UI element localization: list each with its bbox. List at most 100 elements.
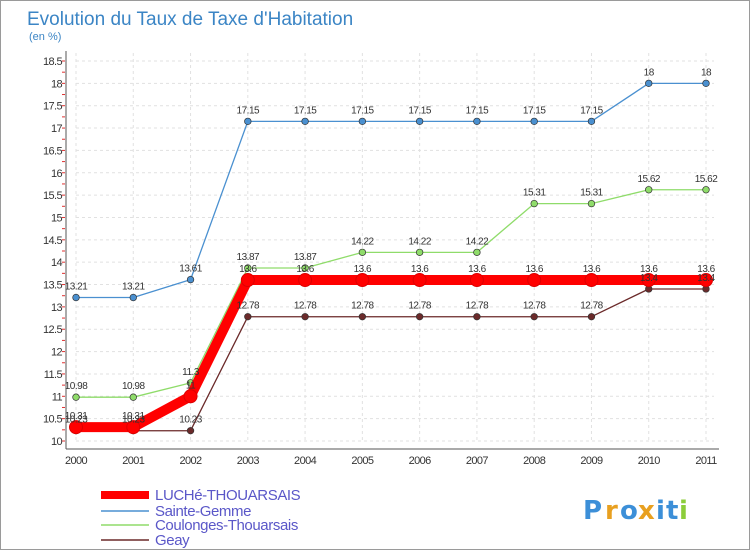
data-label: 13.21: [122, 281, 145, 292]
data-label: 13.6: [583, 264, 601, 275]
x-tick-label: 2006: [409, 455, 432, 467]
data-label: 14.22: [408, 236, 431, 247]
y-tick-label: 17.5: [43, 101, 62, 113]
data-point: [527, 273, 542, 288]
data-point: [473, 248, 481, 256]
y-tick-label: 14: [51, 257, 63, 269]
data-label: 12.78: [294, 301, 317, 312]
data-label: 18: [644, 67, 655, 78]
data-label: 17.15: [351, 105, 374, 116]
data-point: [699, 273, 713, 288]
data-label: 17.15: [408, 105, 431, 116]
y-tick-label: 16.5: [43, 145, 62, 157]
data-label: 17.15: [466, 105, 489, 116]
data-label: 13.87: [294, 252, 317, 263]
y-tick-label: 11.5: [44, 369, 63, 381]
data-point: [183, 389, 198, 404]
y-tick-label: 13: [51, 302, 63, 314]
data-point: [702, 186, 710, 194]
data-label: 12.78: [466, 301, 489, 312]
logo-letter: P: [583, 496, 602, 526]
data-point: [126, 420, 141, 435]
y-tick-label: 16: [51, 168, 63, 180]
data-label: 12.78: [523, 301, 546, 312]
x-tick-label: 2010: [638, 455, 661, 467]
data-label: 13.4: [697, 273, 715, 284]
series-line: [75, 189, 707, 398]
data-point: [415, 248, 424, 256]
data-label: 12.78: [408, 301, 431, 312]
data-point: [72, 293, 80, 302]
data-label: 13.6: [296, 264, 314, 275]
y-tick-label: 14.5: [43, 235, 62, 247]
data-point: [645, 79, 653, 88]
data-label: 10.23: [122, 415, 145, 426]
data-label: 13.6: [239, 264, 257, 275]
series-line: [71, 275, 711, 433]
data-label: 12.78: [580, 301, 603, 312]
data-point: [355, 273, 370, 288]
x-tick-label: 2000: [65, 455, 88, 467]
data-point: [186, 275, 195, 284]
chart-title: Evolution du Taux de Taxe d'Habitation: [27, 9, 353, 30]
data-label: 13.6: [354, 264, 372, 275]
y-tick-label: 12.5: [43, 324, 62, 336]
data-label: 13.21: [65, 281, 88, 292]
x-tick-label: 2005: [351, 455, 374, 467]
x-tick-label: 2011: [695, 455, 717, 467]
data-label: 15.31: [523, 188, 546, 199]
y-tick-label: 17: [51, 123, 63, 135]
data-point: [244, 117, 252, 126]
data-point: [301, 313, 309, 321]
data-point: [358, 117, 367, 126]
data-point: [244, 313, 252, 321]
data-point: [412, 273, 427, 288]
data-point: [301, 117, 309, 126]
data-point: [530, 313, 538, 321]
data-label: 12.78: [237, 301, 260, 312]
data-point: [72, 393, 80, 401]
data-point: [473, 117, 481, 126]
data-point: [415, 117, 424, 126]
data-point: [301, 264, 309, 272]
logo-letter: i: [656, 496, 665, 526]
x-tick-label: 2003: [237, 455, 260, 467]
legend-label: Sainte-Gemme: [155, 503, 251, 520]
data-point: [240, 273, 255, 288]
y-tick-label: 13.5: [43, 280, 62, 292]
data-label: 17.15: [237, 105, 260, 116]
x-tick-label: 2008: [523, 455, 546, 467]
x-tick-label: 2004: [294, 455, 317, 467]
data-label: 10.31: [65, 411, 88, 422]
data-label: 15.62: [637, 174, 660, 185]
data-label: 13.61: [179, 264, 202, 275]
x-tick-label: 2002: [180, 455, 203, 467]
data-point: [244, 264, 252, 272]
data-point: [645, 186, 653, 194]
legend-label: Coulonges-Thouarsais: [155, 517, 298, 534]
y-tick-label: 15.5: [43, 190, 62, 202]
data-point: [415, 313, 424, 321]
logo-letter: o: [620, 496, 638, 526]
data-label: 17.15: [294, 105, 317, 116]
data-label: 12.78: [351, 301, 374, 312]
data-label: 10.23: [65, 415, 88, 426]
logo-letter: x: [638, 496, 655, 526]
logo-letter: i: [679, 496, 688, 526]
data-label: 14.22: [466, 236, 489, 247]
data-point: [530, 117, 538, 126]
data-label: 11.3: [182, 367, 200, 378]
y-tick-label: 18: [51, 78, 63, 90]
data-label: 10.98: [65, 381, 88, 392]
x-tick-label: 2009: [580, 455, 603, 467]
data-point: [702, 79, 710, 88]
data-label: 10.23: [179, 415, 202, 426]
series-layer: [69, 79, 713, 435]
data-label: 13.6: [640, 264, 658, 275]
data-label: 17.15: [523, 105, 546, 116]
data-label: 18: [701, 67, 712, 78]
data-label: 13.6: [411, 264, 429, 275]
